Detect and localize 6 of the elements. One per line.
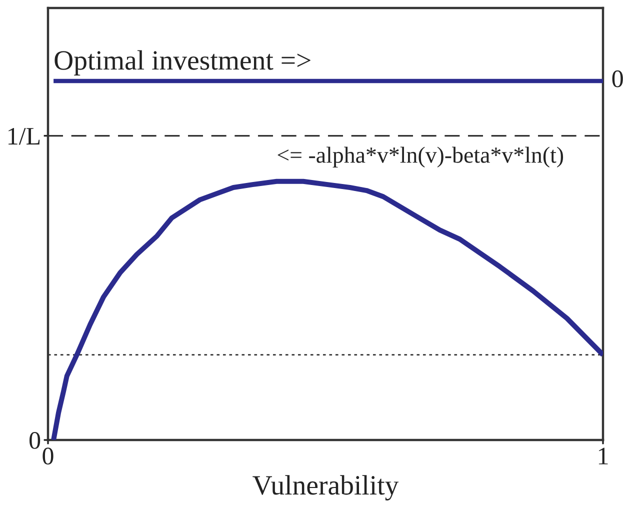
x-axis-title: Vulnerability <box>252 475 399 500</box>
y-tick-label: 1/L <box>8 128 40 145</box>
series-label: <= -alpha*v*ln(v)-beta*v*ln(t) <box>278 146 564 168</box>
series-label: Optimal investment => <box>54 50 310 76</box>
annotation: 0 <box>612 70 623 88</box>
x-tick-label: 1 <box>598 448 608 464</box>
